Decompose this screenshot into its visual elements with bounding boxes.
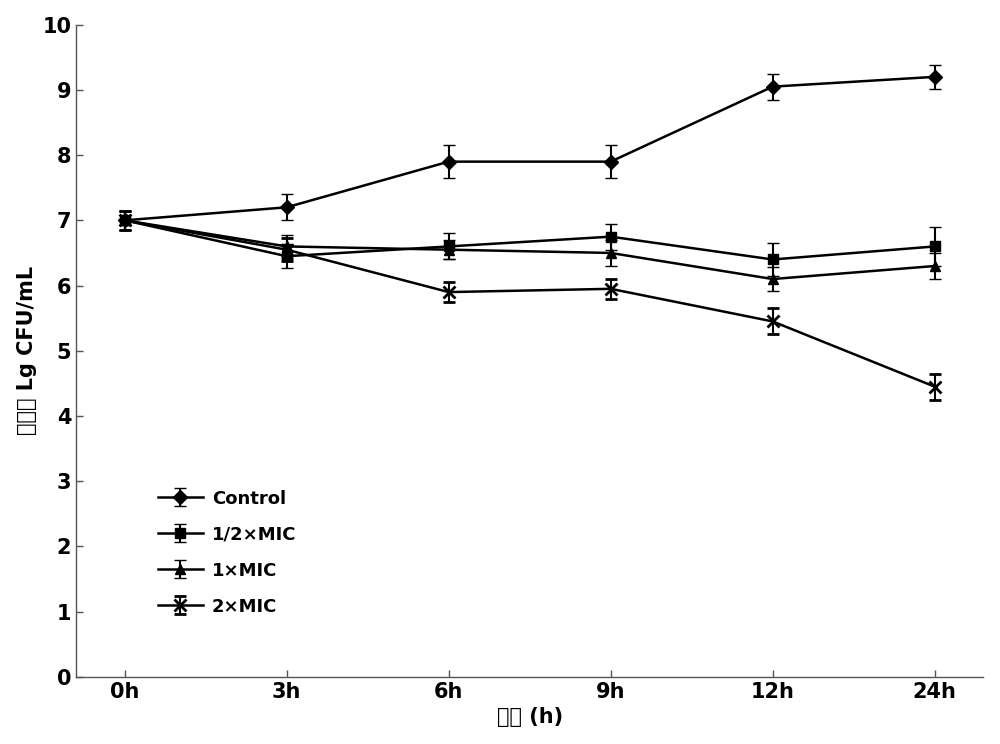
Y-axis label: 菌落数 Lg CFU/mL: 菌落数 Lg CFU/mL [17, 266, 37, 435]
X-axis label: 时间 (h): 时间 (h) [497, 708, 563, 728]
Legend: Control, 1/2×MIC, 1×MIC, 2×MIC: Control, 1/2×MIC, 1×MIC, 2×MIC [158, 490, 296, 616]
